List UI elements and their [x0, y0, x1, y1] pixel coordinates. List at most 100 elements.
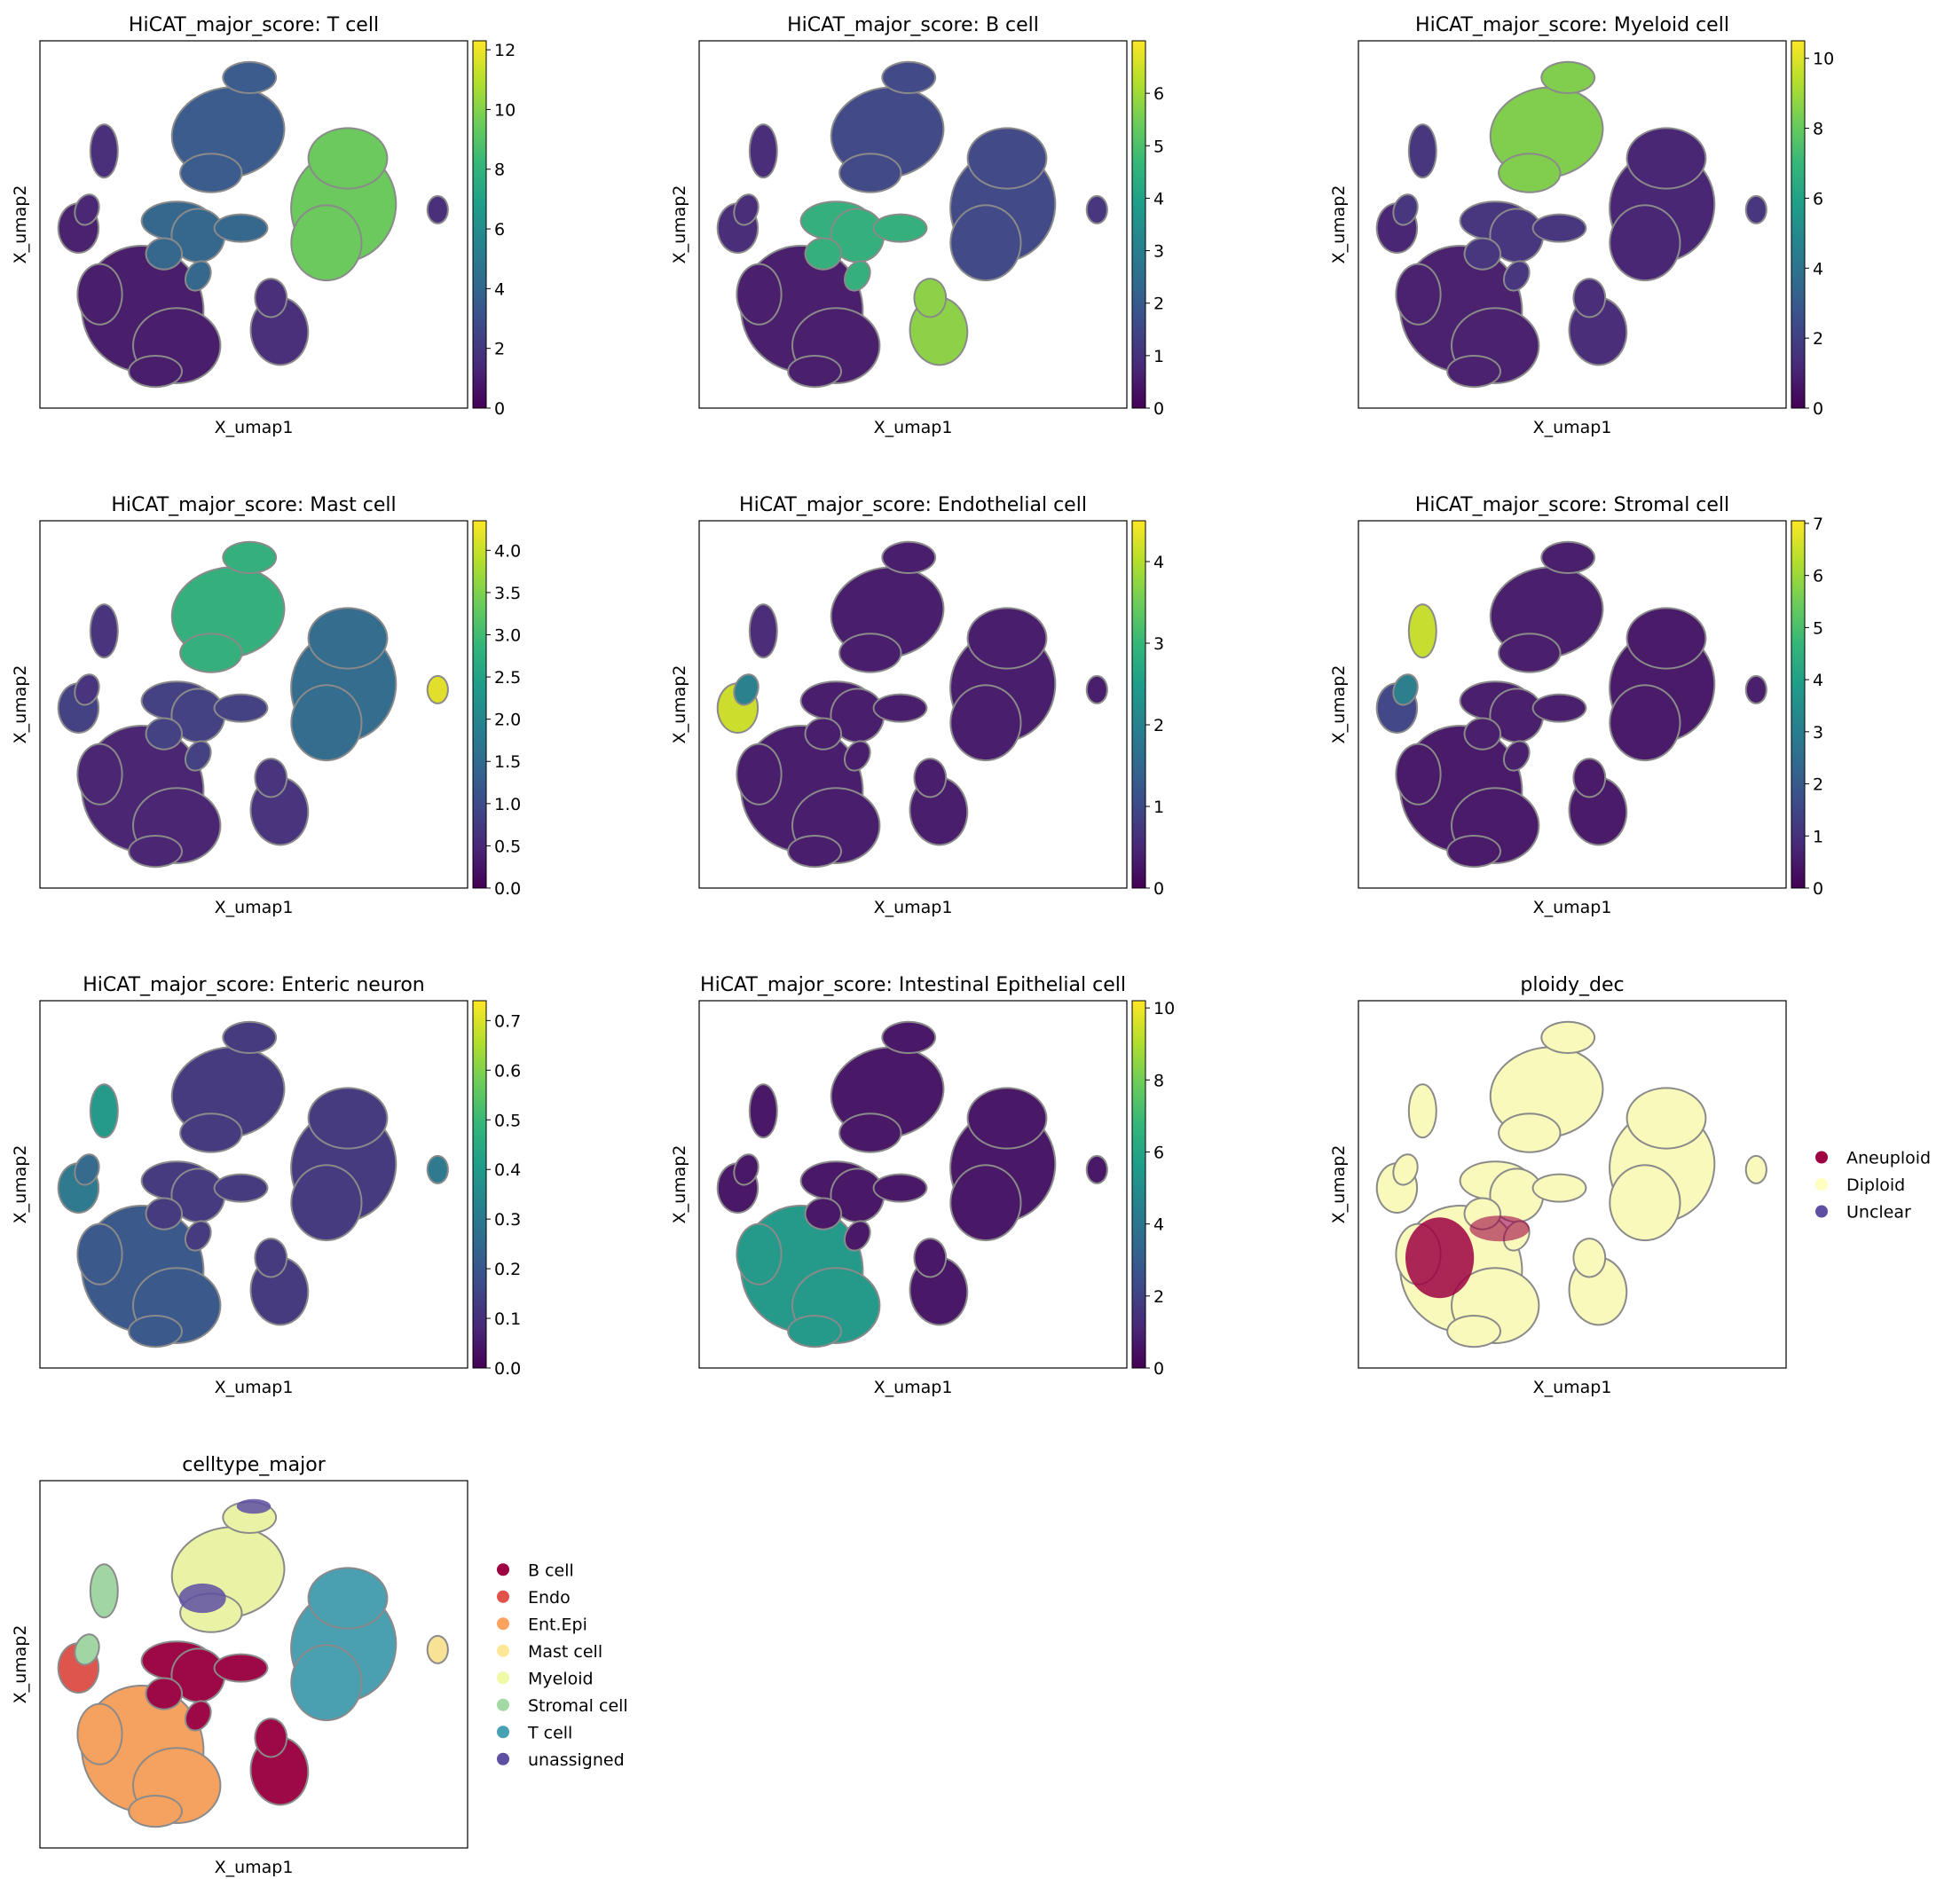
panel-title: HiCAT_major_score: Enteric neuron — [83, 974, 424, 996]
cluster-mark — [951, 206, 1020, 280]
cluster-mark — [874, 695, 926, 721]
y-axis-label: X_umap2 — [1329, 1145, 1349, 1224]
x-axis-label: X_umap1 — [874, 1378, 953, 1397]
colorbar-tick-label: 0.5 — [494, 837, 521, 856]
cluster-mark — [915, 759, 946, 797]
cluster-mark — [951, 1166, 1020, 1240]
legend-marker — [497, 1617, 509, 1631]
cluster-mark — [1500, 634, 1560, 672]
cluster-mark — [1504, 262, 1529, 290]
x-axis-label: X_umap1 — [1533, 1378, 1612, 1397]
cluster-mark — [806, 239, 841, 269]
cluster-mark — [172, 209, 224, 262]
cluster-mark — [130, 837, 182, 867]
cluster-mark — [1397, 264, 1440, 324]
colorbar — [472, 1000, 487, 1369]
cluster-mark — [968, 1089, 1046, 1148]
cluster-mark — [845, 742, 870, 770]
panel-title: HiCAT_major_score: Intestinal Epithelial… — [700, 974, 1126, 996]
colorbar-tick-label: 4 — [494, 279, 505, 299]
legend-label: Endo — [528, 1588, 571, 1608]
cluster-mark — [1087, 196, 1106, 223]
legend-marker — [497, 1698, 509, 1711]
cluster-mark — [256, 279, 287, 317]
cluster-mark — [1448, 357, 1500, 387]
colorbar-tick-label: 0 — [1153, 1359, 1164, 1379]
colorbar-tick-label: 5 — [1153, 137, 1164, 156]
colorbar-tick-label: 6 — [494, 220, 505, 240]
cluster-mark — [215, 1655, 267, 1681]
cluster-mark — [292, 686, 361, 760]
panel-title: HiCAT_major_score: Mast cell — [111, 494, 396, 516]
plot-frame — [39, 1480, 468, 1849]
cluster-mark — [292, 206, 361, 280]
cluster-mark — [750, 125, 776, 177]
panel-title: ploidy_dec — [1520, 974, 1624, 996]
colorbar-tick-label: 0.4 — [494, 1160, 521, 1180]
cluster-mark — [1504, 742, 1529, 770]
cluster-mark — [735, 675, 758, 704]
cluster-mark — [78, 1224, 122, 1284]
panel-6: HiCAT_major_score: Enteric neuron X_umap1… — [11, 974, 521, 1397]
cluster-mark — [1533, 1175, 1586, 1201]
plot-frame — [39, 40, 468, 409]
colorbar-tick-label: 6 — [1153, 1143, 1164, 1162]
cluster-mark — [1500, 1114, 1560, 1152]
colorbar-tick-label: 2 — [1153, 716, 1164, 735]
cluster-mark — [185, 262, 210, 290]
cluster-mark — [1500, 154, 1560, 192]
legend-label: unassigned — [528, 1750, 625, 1770]
cluster-mark — [840, 634, 901, 672]
y-axis-label: X_umap2 — [1329, 185, 1349, 264]
panel-title: HiCAT_major_score: T cell — [129, 14, 379, 36]
cluster-mark — [1087, 676, 1106, 703]
cluster-mark — [806, 719, 841, 749]
y-axis-label: X_umap2 — [11, 1145, 30, 1224]
cluster-mark — [874, 1175, 926, 1201]
cluster-mark — [737, 264, 781, 324]
y-axis-label: X_umap2 — [1329, 665, 1349, 744]
cluster-mark — [181, 1114, 241, 1152]
x-axis-label: X_umap1 — [215, 418, 294, 437]
aneuploid-region — [1469, 1215, 1530, 1242]
cluster-mark — [831, 1169, 884, 1222]
panel-5: HiCAT_major_score: Stromal cell X_umap1 X_… — [1329, 494, 1823, 917]
legend-marker — [497, 1752, 509, 1765]
cluster-mark — [172, 1169, 224, 1222]
cluster-mark — [883, 1022, 935, 1052]
colorbar-tick-label: 4 — [1813, 671, 1823, 690]
cluster-mark — [1448, 837, 1500, 867]
cluster-mark — [1491, 209, 1543, 262]
cluster-mark — [256, 1239, 287, 1277]
cluster-mark — [1491, 1169, 1543, 1222]
plot-frame — [39, 520, 468, 889]
cluster-mark — [750, 1085, 776, 1137]
cluster-mark — [1533, 215, 1586, 241]
x-axis-label: X_umap1 — [874, 418, 953, 437]
cluster-mark — [1465, 719, 1500, 749]
legend-marker — [1815, 1178, 1828, 1191]
colorbar-tick-label: 4 — [1153, 1215, 1164, 1235]
cluster-mark — [1574, 1239, 1605, 1277]
cluster-mark — [130, 357, 182, 387]
cluster-mark — [1746, 1156, 1766, 1183]
cluster-mark — [951, 686, 1020, 760]
plot-frame — [698, 40, 1128, 409]
legend-label: B cell — [528, 1561, 574, 1580]
cluster-mark — [750, 605, 776, 657]
x-axis-label: X_umap1 — [874, 898, 953, 917]
colorbar-tick-label: 10 — [1813, 50, 1834, 69]
colorbar — [1131, 520, 1146, 889]
panel-8: ploidy_dec X_umap1 X_umap2 Aneuploid Diploid… — [1329, 974, 1931, 1397]
colorbar-tick-label: 2 — [1813, 775, 1823, 795]
colorbar-tick-label: 3 — [1813, 723, 1823, 743]
cluster-mark — [1610, 1166, 1680, 1240]
aneuploid-region — [1405, 1217, 1475, 1299]
cluster-mark — [146, 239, 182, 269]
y-axis-label: X_umap2 — [670, 665, 689, 744]
cluster-mark — [1610, 206, 1680, 280]
legend-label: Unclear — [1846, 1203, 1911, 1223]
cluster-mark — [185, 1222, 210, 1250]
colorbar-tick-label: 0.0 — [494, 879, 521, 899]
cluster-mark — [91, 125, 117, 177]
